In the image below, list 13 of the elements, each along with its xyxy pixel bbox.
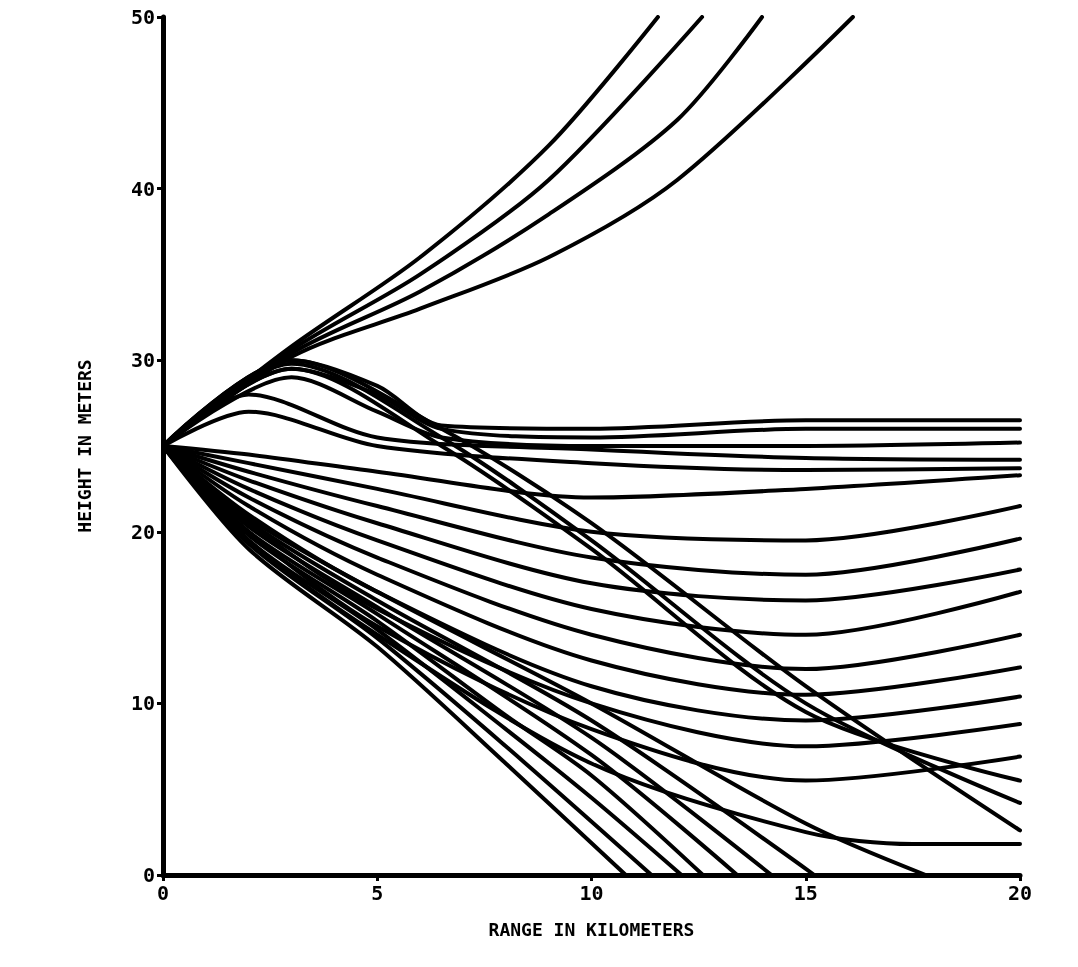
x-tick-label: 0 bbox=[156, 881, 170, 905]
x-tick-label: 10 bbox=[579, 881, 604, 905]
y-tick-label: 0 bbox=[142, 863, 155, 887]
y-tick-label: 40 bbox=[130, 176, 155, 201]
y-tick-label: 10 bbox=[130, 691, 155, 716]
x-axis-title: RANGE IN KILOMETERS bbox=[488, 918, 695, 940]
y-tick-label: 50 bbox=[130, 5, 155, 29]
x-tick-label: 20 bbox=[1007, 881, 1033, 905]
y-tick-label: 30 bbox=[130, 348, 155, 373]
x-tick-label: 5 bbox=[371, 881, 384, 905]
x-tick-label: 15 bbox=[793, 881, 818, 905]
y-tick-label: 20 bbox=[130, 519, 155, 544]
y-axis-title: HEIGHT IN METERS bbox=[73, 359, 95, 533]
